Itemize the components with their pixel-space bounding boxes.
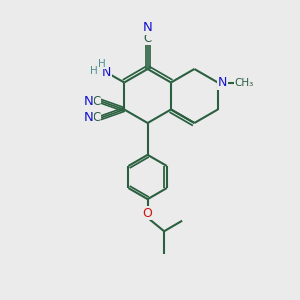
Text: H: H (98, 59, 105, 69)
Text: C: C (143, 32, 152, 45)
Text: H: H (89, 66, 97, 76)
Text: C: C (92, 94, 101, 107)
Text: C: C (92, 112, 101, 124)
Text: CH₃: CH₃ (234, 77, 254, 88)
Text: O: O (143, 207, 153, 220)
Text: N: N (84, 94, 94, 107)
Text: N: N (102, 66, 111, 79)
Text: N: N (84, 112, 94, 124)
Text: N: N (143, 21, 152, 34)
Text: N: N (218, 76, 227, 89)
